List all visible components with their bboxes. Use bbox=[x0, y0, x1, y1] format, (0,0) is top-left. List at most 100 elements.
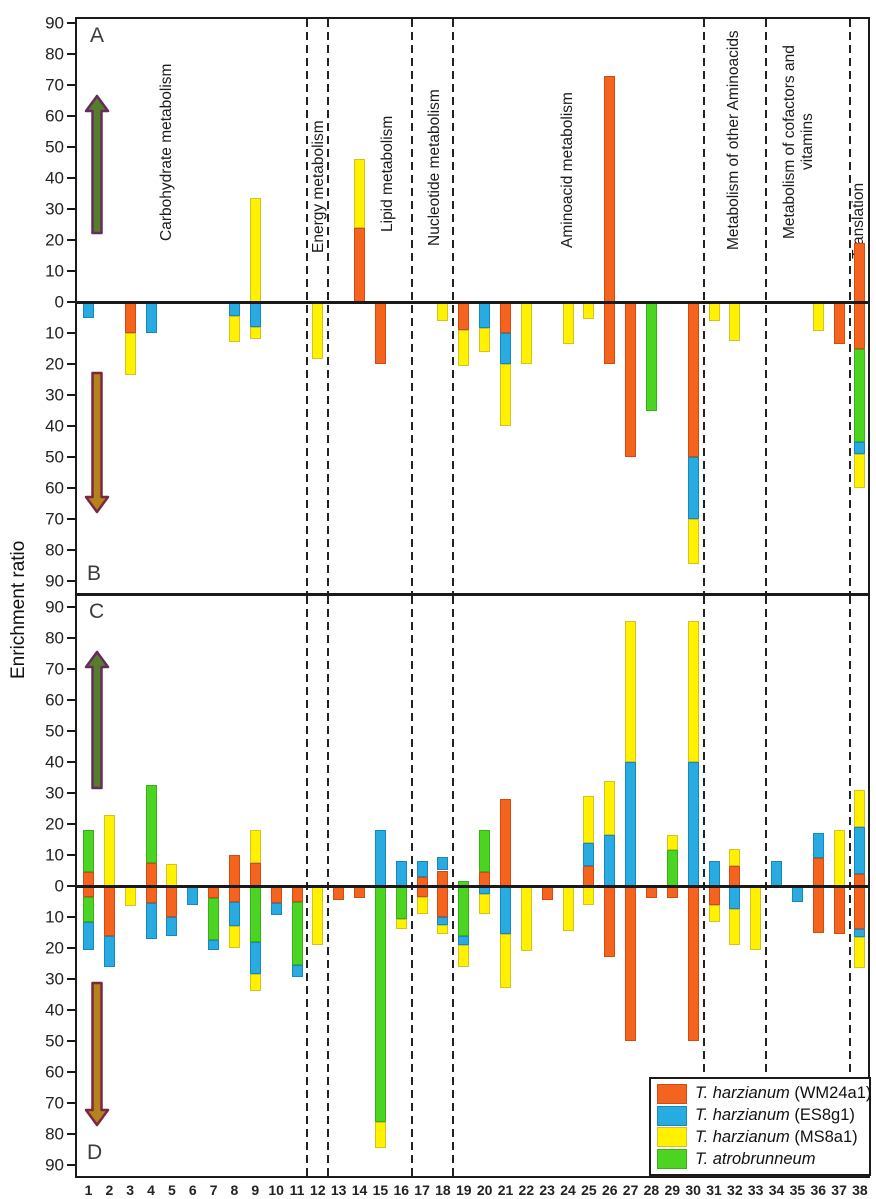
bar-segment bbox=[103, 814, 115, 886]
bar-segment bbox=[708, 886, 720, 905]
bar-segment bbox=[458, 329, 470, 366]
bar-segment bbox=[83, 896, 94, 922]
y-tick bbox=[67, 947, 75, 949]
y-tick bbox=[67, 115, 75, 117]
x-tick-label: 37 bbox=[831, 1182, 847, 1198]
x-tick-label: 18 bbox=[435, 1182, 451, 1198]
category-divider-line bbox=[848, 19, 851, 593]
y-tick-label: 60 bbox=[45, 106, 64, 126]
y-tick-label: 40 bbox=[45, 752, 64, 772]
bar-segment bbox=[395, 886, 407, 919]
bar-segment bbox=[145, 302, 157, 333]
y-tick bbox=[67, 239, 75, 241]
x-tick-label: 14 bbox=[351, 1182, 368, 1198]
bar-segment bbox=[249, 886, 261, 942]
bar-segment bbox=[500, 364, 511, 426]
y-tick bbox=[67, 1040, 75, 1042]
bar-segment bbox=[312, 302, 324, 360]
category-label: Carbohydrate metabolism bbox=[158, 63, 175, 241]
bar-segment bbox=[103, 886, 115, 936]
bar-segment bbox=[374, 886, 386, 1122]
y-tick-label: 80 bbox=[45, 44, 64, 64]
y-tick bbox=[67, 487, 75, 489]
bar-segment bbox=[437, 870, 449, 886]
y-tick bbox=[67, 761, 75, 763]
y-tick-label: 10 bbox=[45, 845, 64, 865]
bar-segment bbox=[625, 762, 637, 886]
bar-segment bbox=[374, 1121, 386, 1148]
bar-segment bbox=[291, 965, 303, 978]
y-tick-label: 80 bbox=[45, 540, 64, 560]
category-divider-line bbox=[452, 19, 455, 593]
bar-segment bbox=[854, 302, 866, 349]
bar-segment bbox=[270, 886, 282, 904]
x-tick-label: 25 bbox=[581, 1182, 597, 1198]
bar-segment bbox=[228, 901, 240, 927]
legend-label: T. atrobrunneum bbox=[695, 1150, 815, 1169]
x-tick-label: 38 bbox=[852, 1182, 868, 1198]
bar-segment bbox=[103, 935, 115, 967]
bar-segment bbox=[750, 886, 762, 950]
bar-segment bbox=[208, 940, 220, 950]
bar-segment bbox=[166, 917, 178, 936]
bar-segment bbox=[583, 796, 595, 843]
bar-segment bbox=[479, 830, 491, 873]
category-label: Metabolism of cofactors and vitamins bbox=[781, 45, 816, 239]
category-label: Aminoacid metabolism bbox=[559, 92, 576, 248]
y-tick-label: 40 bbox=[45, 1000, 64, 1020]
bar-segment bbox=[291, 886, 303, 902]
legend-swatch bbox=[657, 1127, 687, 1148]
legend-item: T. harzianum (ES8g1) bbox=[657, 1105, 863, 1126]
y-tick-label: 20 bbox=[45, 354, 64, 374]
bar-segment bbox=[83, 302, 94, 318]
bar-segment bbox=[249, 941, 261, 975]
bar-segment bbox=[249, 302, 261, 327]
bar-segment bbox=[625, 620, 637, 762]
bar-segment bbox=[479, 872, 491, 886]
y-tick-label: 90 bbox=[45, 13, 64, 33]
bar-segment bbox=[500, 302, 511, 333]
y-tick-label: 40 bbox=[45, 168, 64, 188]
x-tick-label: 8 bbox=[230, 1182, 239, 1198]
y-tick-label: 60 bbox=[45, 690, 64, 710]
bar-segment bbox=[729, 302, 741, 341]
y-tick-label: 50 bbox=[45, 447, 64, 467]
y-tick bbox=[67, 1071, 75, 1073]
y-tick bbox=[67, 823, 75, 825]
legend-box: T. harzianum (WM24a1) T. harzianum (ES8g1… bbox=[649, 1077, 871, 1176]
legend-species-name: T. harzianum bbox=[695, 1127, 790, 1146]
y-tick bbox=[67, 730, 75, 732]
bar-segment bbox=[583, 886, 595, 905]
x-tick-label: 24 bbox=[560, 1182, 576, 1198]
bar-segment bbox=[500, 333, 511, 364]
bar-segment bbox=[479, 302, 491, 329]
bar-segment bbox=[812, 886, 824, 933]
legend-swatch bbox=[657, 1105, 687, 1126]
x-tick-label: 3 bbox=[126, 1182, 135, 1198]
bar-segment bbox=[166, 864, 178, 886]
y-tick-label: 40 bbox=[45, 416, 64, 436]
bar-segment bbox=[83, 921, 94, 950]
category-divider-line bbox=[765, 19, 768, 593]
bar-segment bbox=[145, 862, 157, 886]
bar-segment bbox=[187, 886, 199, 905]
panel-label-a: A bbox=[90, 24, 105, 47]
bar-segment bbox=[249, 326, 261, 340]
bar-segment bbox=[604, 75, 616, 302]
y-tick bbox=[67, 580, 75, 582]
y-tick-label: 20 bbox=[45, 938, 64, 958]
bar-segment bbox=[583, 842, 595, 866]
bar-segment bbox=[228, 315, 240, 343]
y-tick bbox=[67, 84, 75, 86]
y-tick-label: 90 bbox=[45, 571, 64, 591]
y-tick-label: 30 bbox=[45, 969, 64, 989]
bar-segment bbox=[249, 862, 261, 886]
bar-segment bbox=[270, 903, 282, 916]
y-tick-label: 30 bbox=[45, 199, 64, 219]
y-tick bbox=[67, 456, 75, 458]
bar-segment bbox=[833, 302, 845, 344]
bar-segment bbox=[124, 333, 136, 375]
x-tick-label: 9 bbox=[251, 1182, 260, 1198]
bar-segment bbox=[333, 886, 345, 900]
